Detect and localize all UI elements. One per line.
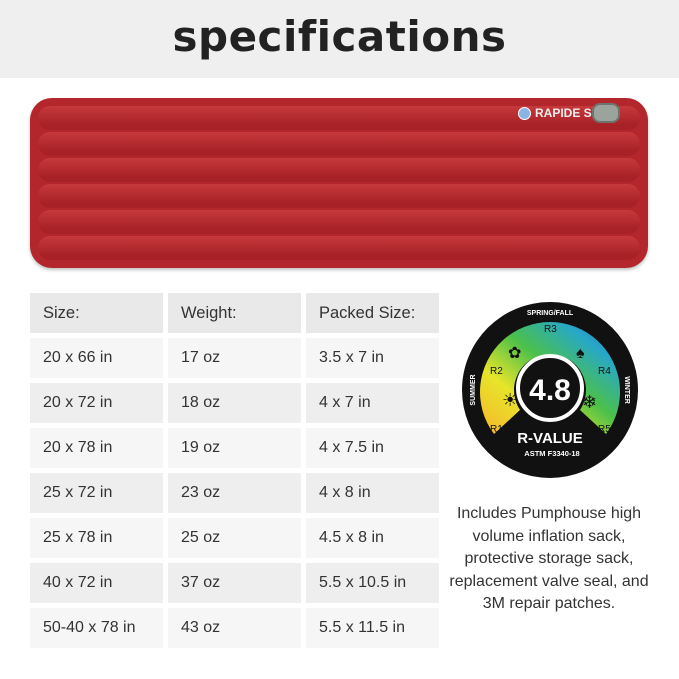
cell-size: 25 x 78 in [30, 518, 163, 558]
cell-weight: 18 oz [168, 383, 301, 423]
cell-size: 25 x 72 in [30, 473, 163, 513]
table-row: 50-40 x 78 in 43 oz 5.5 x 11.5 in [30, 608, 439, 648]
spec-table: Size: Weight: Packed Size: 20 x 66 in 17 … [25, 288, 444, 653]
title-band [0, 0, 679, 78]
level-r1: R1 [490, 424, 503, 435]
season-spring-fall: SPRING/FALL [527, 310, 574, 317]
sun-icon: ☀ [502, 390, 518, 410]
cell-weight: 37 oz [168, 563, 301, 603]
cell-packed-size: 5.5 x 10.5 in [306, 563, 439, 603]
cell-weight: 25 oz [168, 518, 301, 558]
product-logo: RAPIDE SL [518, 106, 599, 120]
snowflake-icon: ❄ [582, 392, 597, 412]
included-accessories-note: Includes Pumphouse high volume inflation… [449, 505, 649, 613]
r-value-badge: 4.8 R-VALUE ASTM F3340-18 SPRING/FALL SU… [462, 302, 638, 478]
valve-icon [592, 103, 620, 123]
flower-icon: ✿ [508, 345, 521, 362]
cell-weight: 17 oz [168, 338, 301, 378]
sleeping-pad-image: RAPIDE SL [30, 98, 648, 268]
table-row: 20 x 78 in 19 oz 4 x 7.5 in [30, 428, 439, 468]
cell-packed-size: 5.5 x 11.5 in [306, 608, 439, 648]
level-r4: R4 [598, 366, 611, 377]
cell-size: 20 x 78 in [30, 428, 163, 468]
table-row: 20 x 66 in 17 oz 3.5 x 7 in [30, 338, 439, 378]
cell-weight: 19 oz [168, 428, 301, 468]
page-title: specifications [172, 12, 507, 61]
cell-size: 40 x 72 in [30, 563, 163, 603]
table-row: 20 x 72 in 18 oz 4 x 7 in [30, 383, 439, 423]
cell-packed-size: 4 x 7 in [306, 383, 439, 423]
table-row: 25 x 78 in 25 oz 4.5 x 8 in [30, 518, 439, 558]
level-r5: R5 [598, 424, 611, 435]
level-r3: R3 [544, 324, 557, 335]
globe-icon [518, 106, 531, 120]
cell-packed-size: 4 x 7.5 in [306, 428, 439, 468]
cell-packed-size: 4.5 x 8 in [306, 518, 439, 558]
header-weight: Weight: [168, 293, 301, 333]
cell-size: 20 x 66 in [30, 338, 163, 378]
season-summer: SUMMER [470, 374, 477, 405]
r-value-label: R-VALUE [517, 430, 583, 447]
header-size: Size: [30, 293, 163, 333]
table-header: Size: Weight: Packed Size: [30, 293, 439, 333]
r-value-number: 4.8 [529, 374, 571, 407]
table-row: 25 x 72 in 23 oz 4 x 8 in [30, 473, 439, 513]
cell-size: 20 x 72 in [30, 383, 163, 423]
cell-weight: 43 oz [168, 608, 301, 648]
season-winter: WINTER [623, 376, 630, 404]
cell-weight: 23 oz [168, 473, 301, 513]
cell-packed-size: 4 x 8 in [306, 473, 439, 513]
header-packed-size: Packed Size: [306, 293, 439, 333]
astm-standard: ASTM F3340-18 [524, 449, 579, 458]
level-r2: R2 [490, 366, 503, 377]
table-row: 40 x 72 in 37 oz 5.5 x 10.5 in [30, 563, 439, 603]
cell-size: 50-40 x 78 in [30, 608, 163, 648]
cell-packed-size: 3.5 x 7 in [306, 338, 439, 378]
leaf-icon: ♠ [576, 345, 585, 362]
